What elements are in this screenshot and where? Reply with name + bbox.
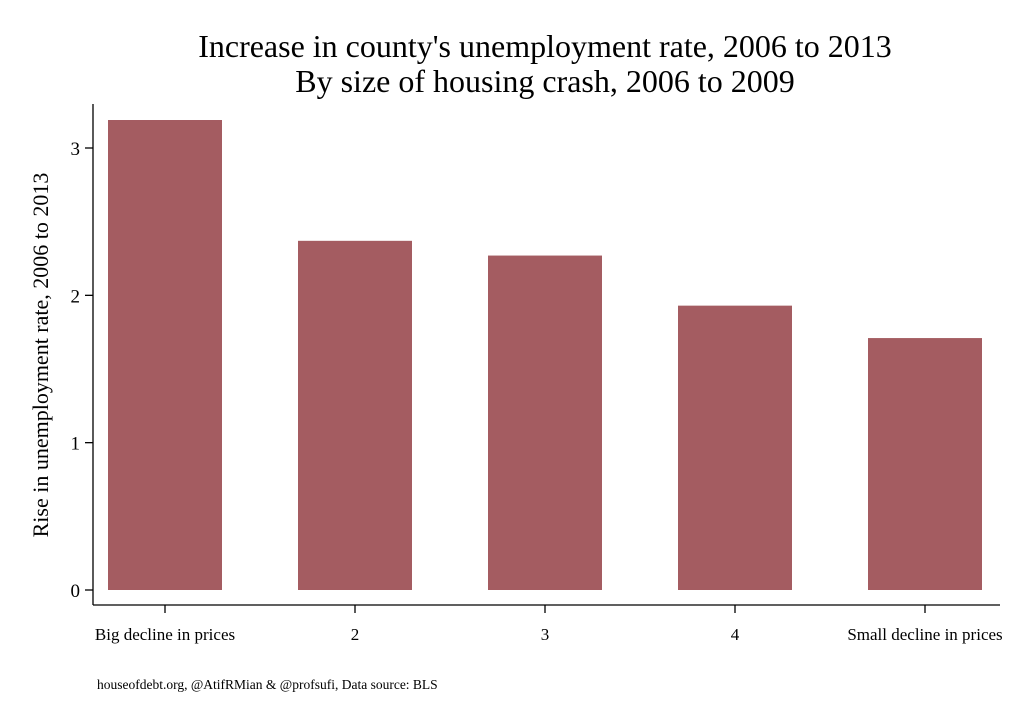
y-axis: 0 1 2 3 <box>71 104 94 605</box>
y-tick-label-1: 1 <box>71 434 81 455</box>
x-tick-label-4: 4 <box>731 625 740 644</box>
x-tick-label-1: Big decline in prices <box>95 625 235 644</box>
bar-2 <box>298 240 412 590</box>
bar-4 <box>678 305 792 590</box>
chart-title: Increase in county's unemployment rate, … <box>198 28 892 64</box>
source-note: houseofdebt.org, @AtifRMian & @profsufi,… <box>97 677 438 692</box>
x-tick-label-5: Small decline in prices <box>847 625 1002 644</box>
bar-5 <box>868 338 982 590</box>
bars-group <box>108 120 982 591</box>
y-tick-label-2: 2 <box>71 286 81 307</box>
y-axis-title: Rise in unemployment rate, 2006 to 2013 <box>28 173 53 538</box>
y-tick-label-3: 3 <box>71 139 81 160</box>
x-tick-label-2: 2 <box>351 625 360 644</box>
y-tick-label-0: 0 <box>71 581 81 602</box>
bar-1 <box>108 120 222 591</box>
chart-subtitle: By size of housing crash, 2006 to 2009 <box>295 63 795 99</box>
x-tick-label-3: 3 <box>541 625 550 644</box>
bar-3 <box>488 255 602 590</box>
x-axis: Big decline in prices 2 3 4 Small decline in… <box>93 604 1003 644</box>
